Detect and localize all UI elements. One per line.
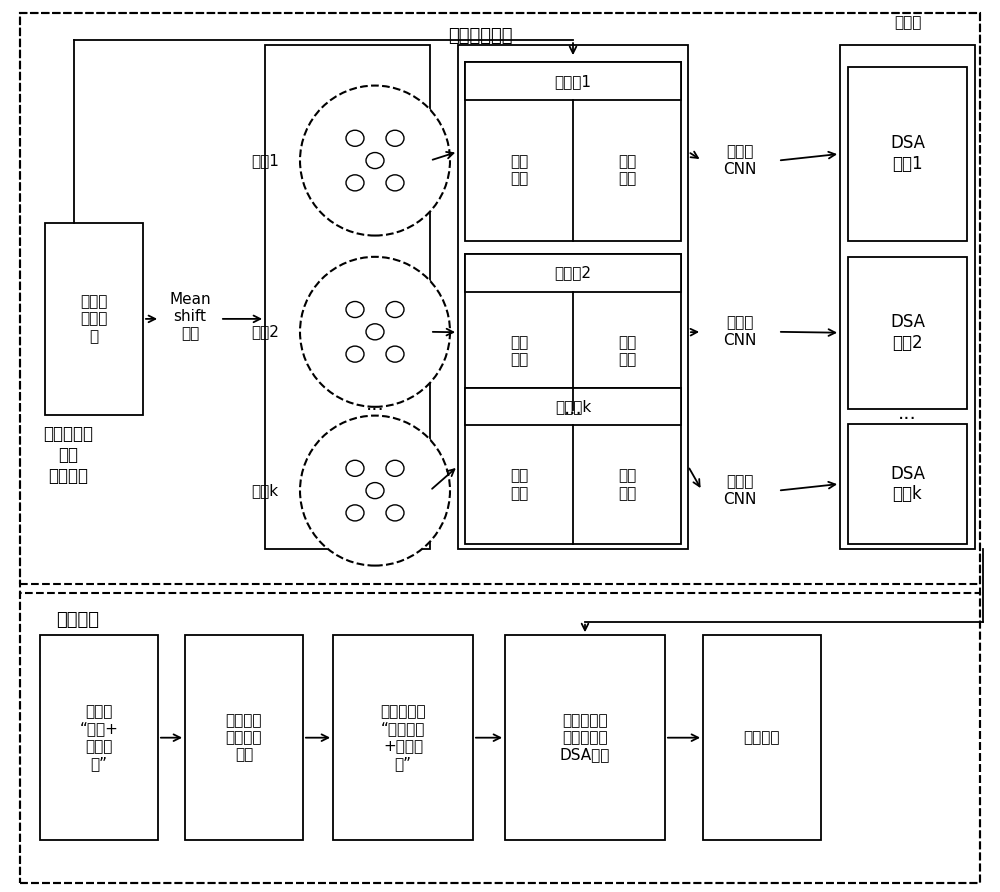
Bar xyxy=(40,635,158,840)
Text: 样本集k: 样本集k xyxy=(555,400,591,414)
Circle shape xyxy=(366,153,384,169)
Text: 多通道
CNN: 多通道 CNN xyxy=(723,316,757,348)
Bar xyxy=(848,424,967,544)
Bar xyxy=(333,635,473,840)
Text: 稳态
特征: 稳态 特征 xyxy=(618,468,636,501)
Bar xyxy=(465,62,681,100)
Text: 多通道
CNN: 多通道 CNN xyxy=(723,475,757,507)
Bar xyxy=(458,45,688,549)
Text: 区域2: 区域2 xyxy=(251,325,279,339)
Text: 在线评估: 在线评估 xyxy=(56,611,100,629)
Text: 电气
坐标: 电气 坐标 xyxy=(510,154,528,186)
Text: 稳态
特征: 稳态 特征 xyxy=(618,154,636,186)
Text: 判断故障
位置所在
区域: 判断故障 位置所在 区域 xyxy=(226,713,262,763)
Text: 样本集2: 样本集2 xyxy=(555,266,592,280)
Text: 区域k: 区域k xyxy=(251,483,279,498)
Bar xyxy=(45,223,143,415)
Text: 电气
坐标: 电气 坐标 xyxy=(510,334,528,368)
Text: DSA
模型2: DSA 模型2 xyxy=(890,313,925,352)
Bar xyxy=(185,635,303,840)
Text: 生成对应的
“稳态特征
+电气坐
标”: 生成对应的 “稳态特征 +电气坐 标” xyxy=(380,704,426,772)
Ellipse shape xyxy=(300,257,450,407)
Bar xyxy=(465,254,681,292)
Circle shape xyxy=(386,301,404,318)
Bar xyxy=(20,13,980,584)
Text: DSA
模型k: DSA 模型k xyxy=(890,465,925,503)
Circle shape xyxy=(346,346,364,362)
Bar xyxy=(465,254,681,410)
Ellipse shape xyxy=(300,86,450,235)
Circle shape xyxy=(386,346,404,362)
Bar xyxy=(465,388,681,544)
Text: 大规模
电力系
统: 大规模 电力系 统 xyxy=(80,294,108,343)
Circle shape xyxy=(346,130,364,146)
Circle shape xyxy=(346,175,364,191)
Circle shape xyxy=(386,130,404,146)
Circle shape xyxy=(366,324,384,340)
Bar xyxy=(505,635,665,840)
Text: 模型集: 模型集 xyxy=(894,15,921,29)
Text: 评估结果: 评估结果 xyxy=(744,731,780,745)
Circle shape xyxy=(346,460,364,476)
Circle shape xyxy=(346,505,364,521)
Circle shape xyxy=(346,301,364,318)
Circle shape xyxy=(386,505,404,521)
Text: 区域1: 区域1 xyxy=(251,153,279,168)
Bar xyxy=(265,45,430,549)
Text: Mean
shift
算法: Mean shift 算法 xyxy=(169,292,211,342)
Bar xyxy=(20,593,980,883)
Bar xyxy=(465,388,681,425)
Text: 待评估
“故障+
运行方
式”: 待评估 “故障+ 运行方 式” xyxy=(80,704,118,772)
Text: 稳态
特征: 稳态 特征 xyxy=(618,334,636,368)
Text: 电气
坐标: 电气 坐标 xyxy=(510,468,528,501)
Text: ···: ··· xyxy=(366,401,384,420)
Text: DSA
模型1: DSA 模型1 xyxy=(890,135,925,173)
Text: ···: ··· xyxy=(564,405,582,425)
Circle shape xyxy=(386,460,404,476)
Bar xyxy=(848,257,967,409)
Bar xyxy=(840,45,975,549)
Text: 从模型集中
调用对应的
DSA模型: 从模型集中 调用对应的 DSA模型 xyxy=(560,713,610,763)
Circle shape xyxy=(366,483,384,499)
Bar xyxy=(703,635,821,840)
Text: ···: ··· xyxy=(898,409,916,429)
Circle shape xyxy=(386,175,404,191)
Text: 离线电网分
区与
模型训练: 离线电网分 区与 模型训练 xyxy=(43,425,93,484)
Text: 多通道
CNN: 多通道 CNN xyxy=(723,145,757,177)
Bar xyxy=(848,67,967,241)
Ellipse shape xyxy=(300,416,450,566)
Text: 稳态潮流特征: 稳态潮流特征 xyxy=(448,27,512,45)
Text: 样本集1: 样本集1 xyxy=(555,74,592,88)
Bar xyxy=(465,62,681,241)
